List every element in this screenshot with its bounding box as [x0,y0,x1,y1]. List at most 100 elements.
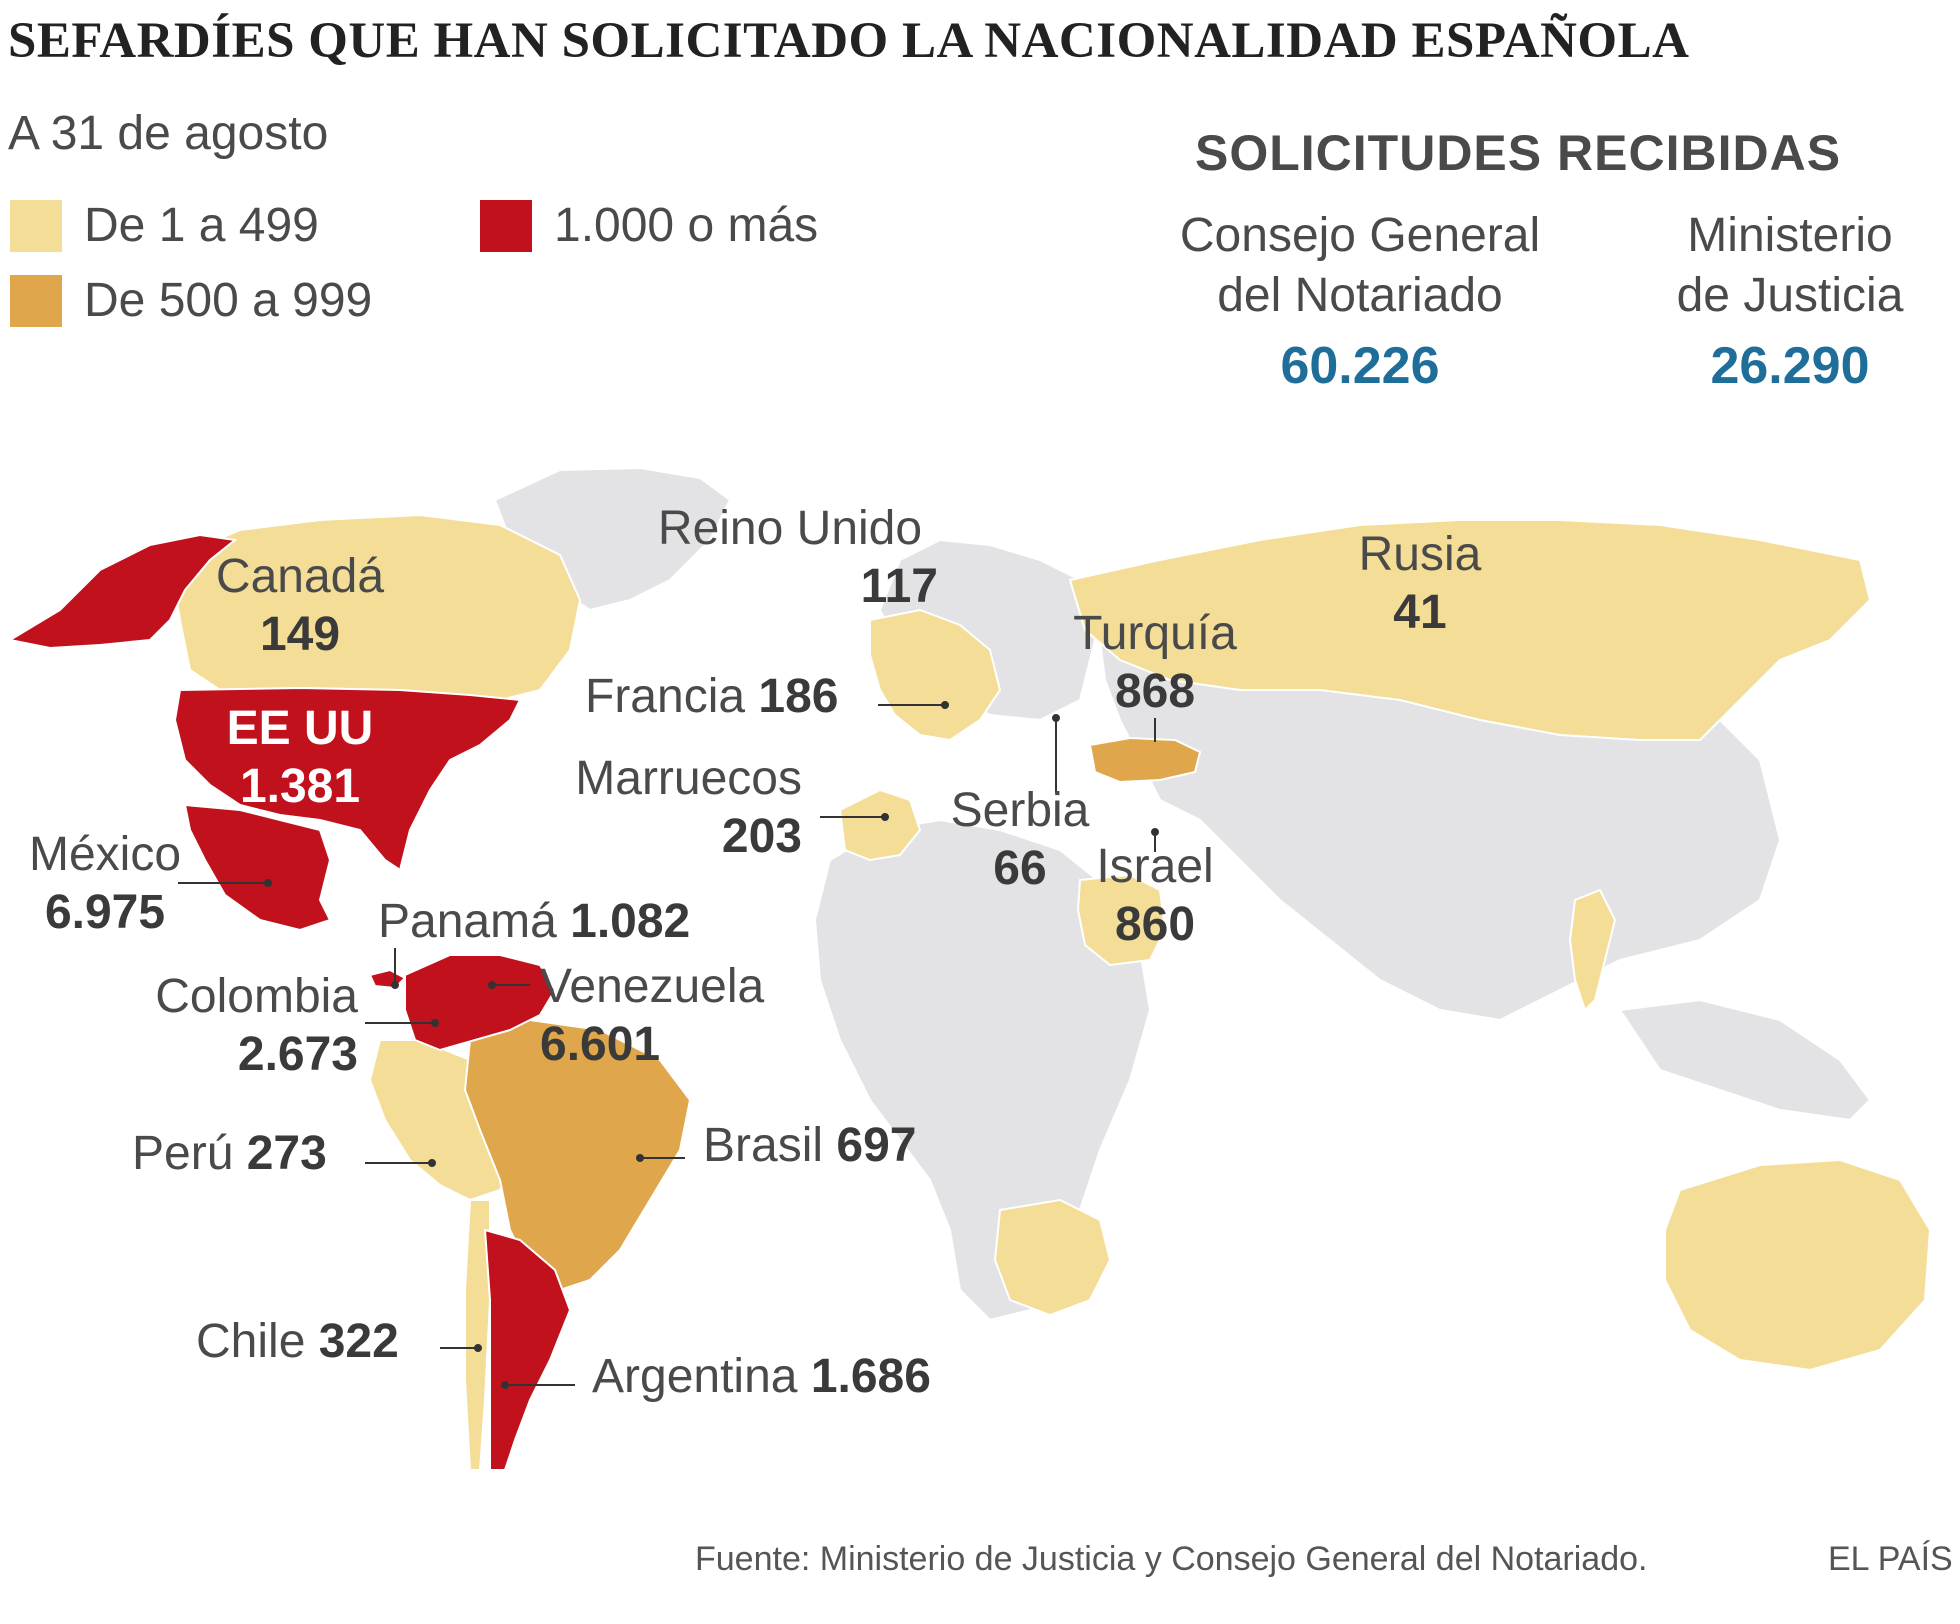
label-colombia-value: 2.673 [237,1028,358,1081]
legend-swatch-high [480,199,532,252]
source-justicia-value: 26.290 [1710,337,1870,395]
label-canada: Canadá 149 [180,548,420,664]
label-panama-value: 1.082 [570,895,691,948]
label-israel: Israel 860 [1065,838,1245,954]
source-notariado-name-1: Consejo General [1179,209,1541,262]
land-high [7,533,572,1471]
label-francia-value: 186 [758,670,839,723]
source-justicia: Ministerio de Justicia 26.290 [1600,206,1960,396]
source-notariado: Consejo General del Notariado 60.226 [1150,206,1570,396]
label-chile: Chile 322 [196,1313,399,1371]
se-asia-shape [1618,998,1872,1122]
source-notariado-name-2: del Notariado [1217,269,1503,322]
west-europe-shape [869,608,1002,742]
label-brasil: Brasil 697 [703,1117,916,1175]
label-panama: Panamá 1.082 [378,893,690,951]
label-argentina-value: 1.686 [810,1350,931,1403]
source-justicia-name-1: Ministerio [1687,209,1893,262]
footer-source: Fuente: Ministerio de Justicia y Consejo… [695,1540,1648,1578]
alaska-shape [7,533,238,650]
label-francia: Francia 186 [585,668,839,726]
legend-label-low: De 1 a 499 [84,199,319,252]
canada-shape [168,513,582,702]
leader-dot-serbia [1052,714,1060,722]
israel-egypt-shape [1076,873,1167,967]
map-title: SEFARDÍES QUE HAN SOLICITADO LA NACIONAL… [8,13,1690,69]
map-subtitle: A 31 de agosto [8,107,329,160]
leader-dot-peru [428,1159,436,1167]
label-rusia-value: 41 [1393,586,1447,639]
label-rusia: Rusia 41 [1330,526,1510,642]
label-peru-name: Perú [132,1127,234,1180]
label-eeuu-value: 1.381 [239,760,361,813]
leader-dot-panama [391,981,399,989]
russia-shape [1068,519,1872,741]
source-justicia-name-2: de Justicia [1676,269,1904,322]
label-serbia-value: 66 [993,842,1047,895]
source-notariado-value: 60.226 [1280,337,1440,395]
brazil-shape [463,1018,692,1292]
label-peru: Perú 273 [132,1125,327,1183]
label-brasil-name: Brasil [703,1119,824,1172]
leader-dot-colombia [431,1019,439,1027]
label-chile-name: Chile [196,1315,306,1368]
footer-brand: EL PAÍS [1828,1540,1953,1578]
leader-dot-marruecos [881,813,889,821]
label-turquia: Turquía 868 [1055,605,1255,721]
label-peru-value: 273 [246,1127,327,1180]
usa-shape [173,686,522,872]
south-africa-shape [993,1198,1112,1317]
leader-dot-israel [1151,828,1159,836]
label-mexico-value: 6.975 [44,886,166,939]
label-marruecos: Marruecos 203 [542,750,802,866]
label-canada-value: 149 [259,608,341,661]
mexico-shape [183,803,332,932]
label-chile-value: 322 [318,1315,399,1368]
argentina-shape [483,1228,572,1471]
leader-dot-venezuela [488,981,496,989]
legend-item-low: De 1 a 499 [10,198,319,253]
label-eeuu: EE UU 1.381 [200,700,400,816]
label-mexico: México 6.975 [0,826,210,942]
label-venezuela: Venezuela 6.601 [540,958,764,1074]
label-canada-name: Canadá [215,550,385,603]
panama-shape [368,968,407,990]
solicitudes-heading: SOLICITUDES RECIBIDAS [1195,125,1842,181]
land-mid [463,736,1202,1292]
world-map [7,466,1932,1471]
label-reino-unido-value: 117 [860,560,938,613]
label-turquia-name: Turquía [1073,607,1237,660]
label-israel-name: Israel [1096,840,1214,893]
leader-dot-mexico [264,879,272,887]
morocco-shape [838,788,922,862]
leader-dot-francia [941,701,949,709]
label-mexico-name: México [28,828,182,881]
label-colombia: Colombia 2.673 [120,968,358,1084]
leader-dot-brasil [636,1154,644,1162]
turkey-shape [1088,736,1202,784]
label-francia-name: Francia [585,670,746,723]
label-argentina-name: Argentina [592,1350,798,1403]
legend-swatch-low [10,199,62,252]
legend-label-high: 1.000 o más [554,199,819,252]
australia-shape [1664,1158,1932,1372]
leader-dot-chile [474,1344,482,1352]
leader-dot-argentina [501,1381,509,1389]
label-reino-unido: Reino Unido 117 [640,500,940,616]
label-colombia-name: Colombia [155,970,358,1023]
label-argentina: Argentina 1.686 [592,1348,931,1406]
label-serbia-name: Serbia [950,784,1090,837]
label-eeuu-name: EE UU [226,702,374,755]
label-turquia-value: 868 [1114,665,1196,718]
legend-swatch-mid [10,274,62,327]
label-brasil-value: 697 [836,1119,917,1172]
label-serbia: Serbia 66 [930,782,1110,898]
label-venezuela-value: 6.601 [540,1018,661,1071]
label-panama-name: Panamá [378,895,557,948]
label-marruecos-value: 203 [721,810,802,863]
legend-item-high: 1.000 o más [480,198,818,253]
label-venezuela-name: Venezuela [540,960,765,1013]
land-low [168,513,1932,1471]
label-rusia-name: Rusia [1358,528,1482,581]
label-israel-value: 860 [1114,898,1196,951]
